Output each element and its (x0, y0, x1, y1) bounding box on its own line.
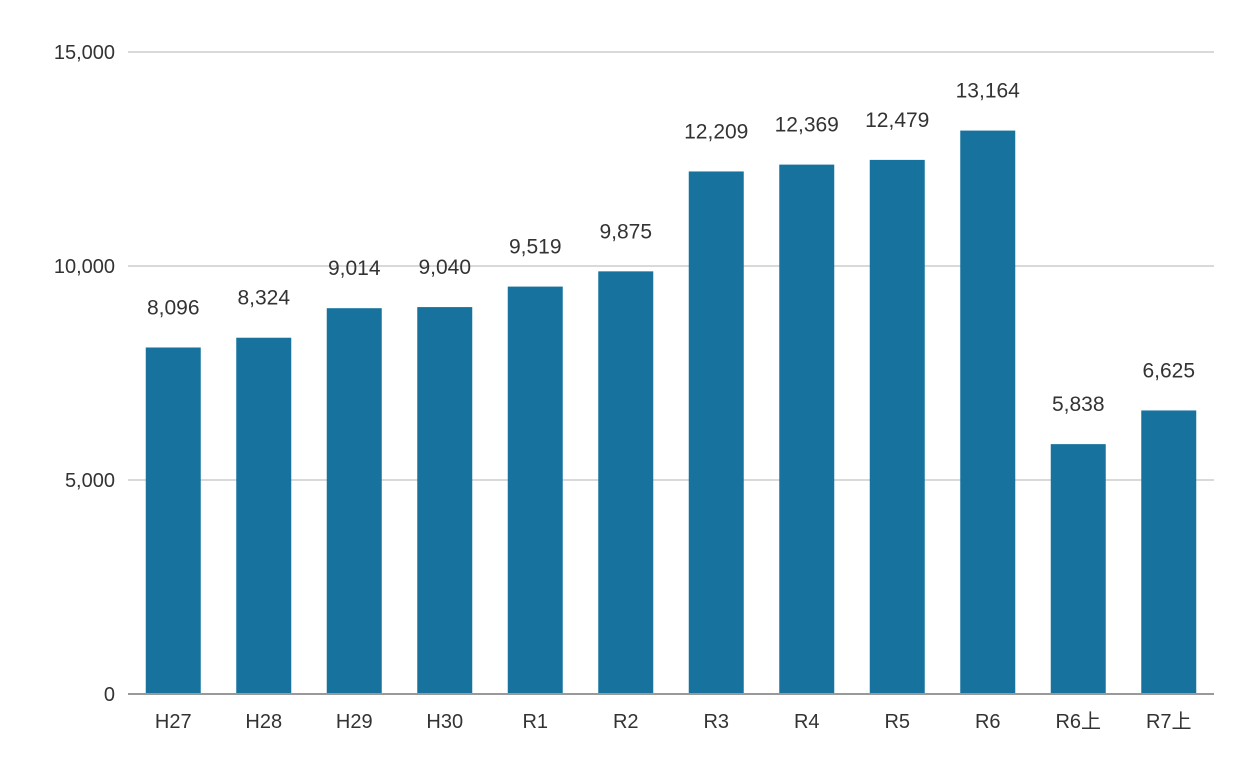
y-axis-tick-labels: 0 5,000 10,000 15,000 (54, 42, 115, 706)
bar (236, 337, 292, 694)
data-label: 9,014 (328, 257, 381, 280)
y-tick-label: 0 (104, 684, 115, 706)
bar (598, 271, 654, 694)
bars (145, 130, 1197, 694)
bar (326, 308, 382, 694)
x-axis-tick-labels: H27 H28 H29 H30 R1 R2 R3 R4 R5 R6 R6上 R7上 (155, 710, 1192, 733)
bar (145, 347, 201, 694)
bar (779, 164, 835, 694)
bar (960, 130, 1016, 694)
x-tick-label: H27 (155, 711, 192, 733)
data-label: 12,479 (865, 109, 929, 132)
data-label: 12,209 (684, 120, 748, 143)
x-tick-label: R1 (522, 711, 548, 733)
data-label: 12,369 (775, 114, 839, 137)
data-label: 8,324 (237, 287, 290, 310)
gridlines (128, 51, 1214, 481)
data-label: 9,519 (509, 236, 562, 259)
x-tick-label: R6 (975, 711, 1001, 733)
data-labels: 8,096 8,324 9,014 9,040 9,519 9,875 12,209 12,3… (147, 80, 1195, 417)
bar (417, 307, 473, 694)
y-tick-label: 10,000 (54, 256, 115, 278)
data-label: 6,625 (1142, 359, 1195, 382)
data-label: 8,096 (147, 296, 200, 319)
x-tick-label: R4 (794, 711, 820, 733)
data-label: 9,875 (599, 220, 652, 243)
x-tick-label: R6上 (1055, 710, 1101, 733)
bar (1141, 410, 1197, 694)
x-tick-label: H28 (245, 711, 282, 733)
x-tick-label: R3 (703, 711, 729, 733)
data-label: 5,838 (1052, 393, 1105, 416)
x-tick-label: R5 (884, 711, 910, 733)
x-tick-label: R2 (613, 711, 639, 733)
y-tick-label: 5,000 (65, 470, 115, 492)
data-label: 13,164 (956, 80, 1021, 103)
bar (507, 286, 563, 694)
x-tick-label: H29 (336, 711, 373, 733)
x-tick-label: R7上 (1146, 710, 1192, 733)
x-tick-label: H30 (426, 711, 463, 733)
bar (1050, 444, 1106, 694)
bar (869, 159, 925, 694)
bar (688, 171, 744, 694)
y-tick-label: 15,000 (54, 42, 115, 64)
data-label: 9,040 (418, 256, 471, 279)
